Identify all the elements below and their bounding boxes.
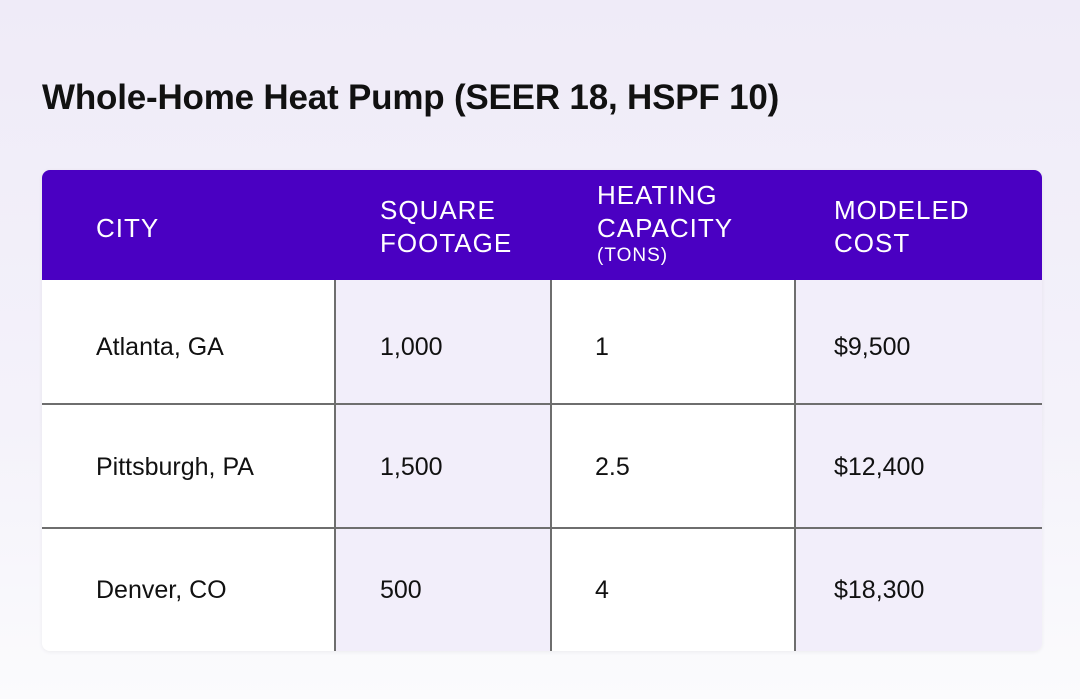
cell-city: Pittsburgh, PA	[96, 453, 254, 481]
column-city-bg	[42, 280, 335, 651]
column-modeled-cost-bg	[795, 280, 1042, 651]
header-heating-capacity-unit: (TONS)	[597, 245, 669, 266]
cell-city: Denver, CO	[96, 576, 227, 604]
header-heating-capacity: HEATING CAPACITY (TONS)	[597, 179, 787, 267]
header-city-label: CITY	[96, 213, 160, 243]
column-heating-capacity-bg	[551, 280, 795, 651]
header-square-footage-label: SQUARE FOOTAGE	[380, 195, 513, 258]
header-city: CITY	[96, 212, 159, 245]
cell-heating-capacity: 4	[595, 576, 609, 604]
cell-square-footage: 1,500	[380, 453, 443, 481]
header-modeled-cost-label: MODELED COST	[834, 195, 970, 258]
column-divider	[794, 280, 796, 651]
row-divider	[42, 527, 1042, 529]
cell-modeled-cost: $9,500	[834, 333, 911, 361]
column-divider	[334, 280, 336, 651]
column-square-footage-bg	[335, 280, 551, 651]
heat-pump-table: CITY SQUARE FOOTAGE HEATING CAPACITY (TON…	[42, 170, 1042, 651]
cell-modeled-cost: $12,400	[834, 453, 925, 481]
cell-city: Atlanta, GA	[96, 333, 224, 361]
cell-modeled-cost: $18,300	[834, 576, 925, 604]
header-square-footage: SQUARE FOOTAGE	[380, 194, 550, 260]
table-title: Whole-Home Heat Pump (SEER 18, HSPF 10)	[42, 78, 780, 117]
header-modeled-cost: MODELED COST	[834, 194, 1004, 260]
cell-heating-capacity: 2.5	[595, 453, 630, 481]
row-divider	[42, 403, 1042, 405]
cell-heating-capacity: 1	[595, 333, 609, 361]
header-heating-capacity-label: HEATING CAPACITY	[597, 180, 734, 243]
cell-square-footage: 500	[380, 576, 422, 604]
table-header: CITY SQUARE FOOTAGE HEATING CAPACITY (TON…	[42, 170, 1042, 280]
cell-square-footage: 1,000	[380, 333, 443, 361]
column-divider	[550, 280, 552, 651]
